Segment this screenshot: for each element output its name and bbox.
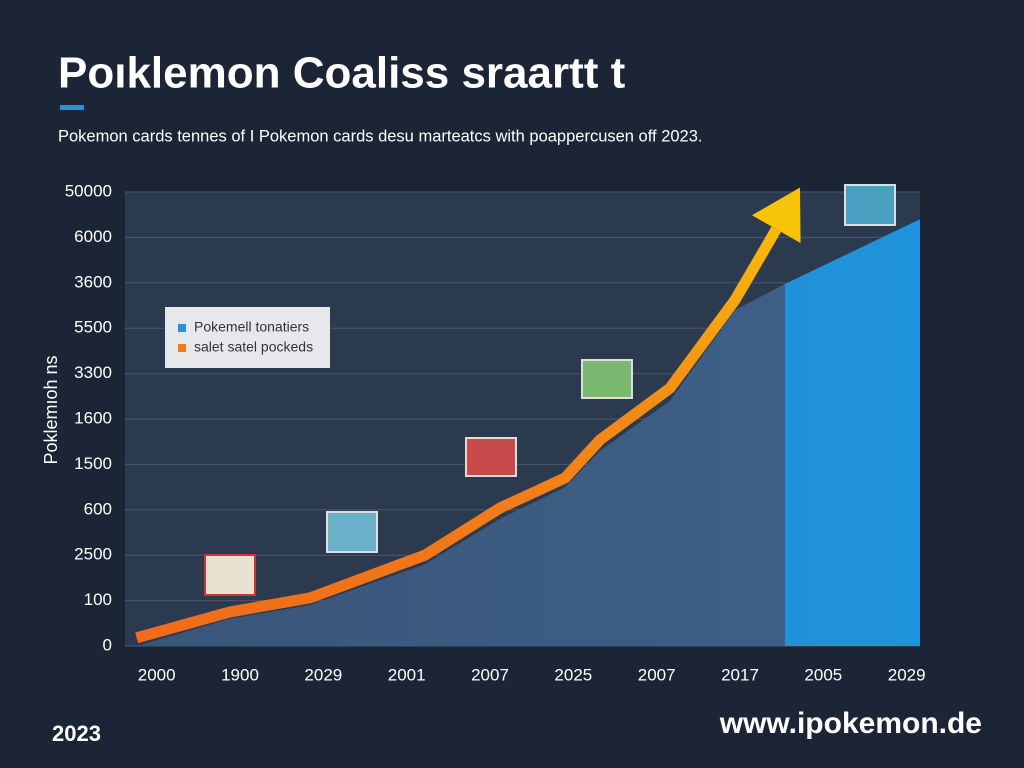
- y-tick-label: 6000: [74, 227, 112, 246]
- card-icon: [326, 511, 378, 553]
- arrow-head: [751, 187, 801, 244]
- legend-swatch: [178, 324, 186, 332]
- legend: Pokemell tonatiers salet satel pockeds: [165, 307, 330, 368]
- footer-right: www.ipokemon.de: [719, 707, 982, 740]
- legend-label: salet satel pockeds: [194, 339, 313, 355]
- x-tick-label: 2005: [804, 665, 842, 684]
- y-tick-label: 2500: [74, 545, 112, 564]
- legend-label: Pokemell tonatiers: [194, 319, 309, 335]
- y-tick-label: 600: [84, 499, 112, 518]
- line: [135, 226, 782, 644]
- card-icon: [465, 437, 517, 477]
- x-tick-label: 2025: [554, 665, 592, 684]
- card-icon: [844, 184, 896, 226]
- x-tick-label: 2001: [388, 665, 426, 684]
- title-accent: [60, 105, 84, 110]
- card-icons: [204, 184, 896, 596]
- legend-swatch: [178, 344, 186, 352]
- area: [136, 219, 920, 647]
- x-tick-label: 2007: [471, 665, 509, 684]
- y-tick-label: 3300: [74, 363, 112, 382]
- y-tick-label: 100: [84, 590, 112, 609]
- y-tick-label: 1600: [74, 408, 112, 427]
- x-tick-label: 2007: [638, 665, 676, 684]
- y-tick-label: 0: [103, 635, 112, 654]
- y-tick-label: 1500: [74, 454, 112, 473]
- x-tick-label: 2029: [304, 665, 342, 684]
- subtitle: Pokemon cards tennes of I Pokemon cards …: [58, 127, 702, 145]
- x-tick-label: 2017: [721, 665, 759, 684]
- card-icon: [581, 359, 633, 399]
- chart-title: Poıklemon Coaliss sraartt t: [58, 49, 626, 98]
- x-tick-label: 1900: [221, 665, 259, 684]
- x-tick-label: 2000: [138, 665, 176, 684]
- footer-left: 2023: [52, 721, 101, 746]
- y-axis-label: Poklemıoh ns: [41, 355, 61, 464]
- y-tick-label: 5500: [74, 318, 112, 337]
- y-tick-label: 50000: [65, 181, 112, 200]
- card-icon: [204, 554, 256, 596]
- x-tick-label: 2029: [888, 665, 926, 684]
- y-tick-label: 3600: [74, 272, 112, 291]
- legend-box: [165, 307, 330, 368]
- plot: [125, 187, 920, 647]
